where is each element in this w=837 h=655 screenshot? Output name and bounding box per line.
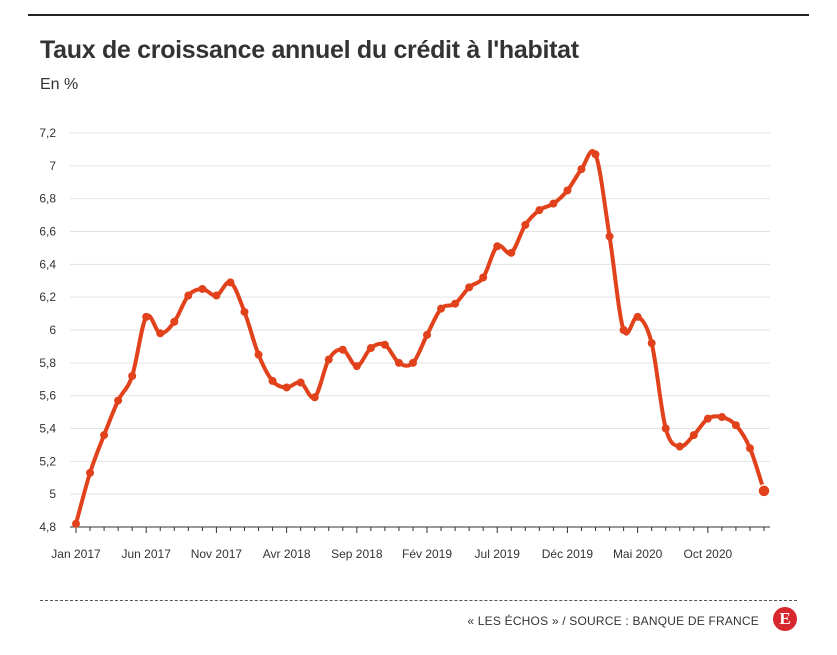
data-point	[310, 393, 319, 402]
data-point	[479, 273, 488, 282]
x-tick-label: Avr 2018	[263, 547, 311, 561]
grid-lines	[70, 132, 770, 495]
x-tick-label: Jul 2019	[475, 547, 521, 561]
y-tick-label: 5,2	[39, 454, 56, 468]
data-point	[731, 421, 740, 430]
data-point	[689, 431, 698, 440]
data-point	[100, 431, 109, 440]
y-tick-label: 6,6	[39, 225, 56, 239]
data-point	[521, 220, 530, 229]
data-point	[366, 344, 375, 353]
data-point	[282, 383, 291, 392]
data-point	[423, 330, 432, 339]
data-point	[142, 312, 151, 321]
data-point	[563, 186, 572, 195]
x-tick-label: Jun 2017	[122, 547, 172, 561]
y-tick-label: 6,4	[39, 257, 56, 271]
data-point	[128, 371, 137, 380]
data-point	[703, 414, 712, 423]
data-point	[451, 299, 460, 308]
data-point	[549, 199, 558, 208]
x-tick-label: Jan 2017	[51, 547, 101, 561]
line-chart: 4,8 5 5,2 5,4 5,6 5,8 6 6,2 6,4 6,6 6,8 7 7,2 Jan 20…	[39, 126, 771, 561]
data-point	[591, 150, 600, 159]
x-tick-label: Déc 2019	[542, 547, 594, 561]
data-point	[72, 519, 80, 528]
x-tick-label: Mai 2020	[613, 547, 663, 561]
data-point	[380, 340, 389, 349]
x-tick-label: Oct 2020	[683, 547, 732, 561]
y-tick-label: 5,8	[39, 356, 56, 370]
last-data-point	[757, 484, 771, 498]
data-point	[324, 355, 333, 364]
series-layer	[72, 149, 771, 528]
y-tick-label: 5,6	[39, 389, 56, 403]
y-tick-label: 7,2	[39, 126, 56, 140]
data-point	[605, 232, 614, 241]
data-point	[184, 291, 193, 300]
data-point	[745, 444, 754, 453]
y-tick-label: 4,8	[39, 520, 56, 534]
data-point	[86, 468, 95, 477]
data-point	[198, 284, 207, 293]
data-point	[535, 206, 544, 215]
data-point	[465, 283, 474, 292]
x-tick-label: Nov 2017	[191, 547, 243, 561]
data-point	[114, 396, 123, 405]
x-tick-label: Sep 2018	[331, 547, 383, 561]
data-point	[352, 362, 361, 371]
data-point	[254, 350, 263, 359]
les-echos-logo: E	[773, 607, 797, 631]
x-axis	[70, 526, 770, 533]
data-point	[633, 312, 642, 321]
data-point	[170, 317, 179, 326]
x-axis-ticks: Jan 2017 Jun 2017 Nov 2017 Avr 2018 Sep 2018…	[51, 547, 732, 561]
data-point	[212, 291, 221, 300]
y-tick-label: 7	[49, 159, 56, 173]
data-point	[240, 307, 249, 316]
data-point	[619, 326, 628, 334]
chart-subtitle: En %	[40, 76, 79, 93]
footer-divider	[40, 600, 797, 601]
data-point	[437, 304, 446, 313]
data-point	[675, 442, 684, 451]
data-point	[717, 413, 726, 422]
data-point	[661, 424, 670, 433]
y-tick-label: 6	[49, 323, 56, 337]
y-tick-label: 6,2	[39, 290, 56, 304]
data-point	[493, 242, 502, 251]
y-axis-ticks: 4,8 5 5,2 5,4 5,6 5,8 6 6,2 6,4 6,6 6,8 7 7,2	[39, 126, 56, 534]
x-tick-label: Fév 2019	[402, 547, 452, 561]
source-credit: « LES ÉCHOS » / SOURCE : BANQUE DE FRANC…	[467, 614, 759, 628]
data-point	[156, 329, 165, 338]
data-point	[394, 358, 403, 367]
series-line	[74, 149, 766, 526]
y-tick-label: 5,4	[39, 422, 56, 436]
chart-title: Taux de croissance annuel du crédit à l'…	[40, 36, 579, 64]
y-tick-label: 5	[49, 487, 56, 501]
top-rule	[28, 14, 809, 16]
data-point	[296, 378, 305, 387]
data-point	[507, 248, 516, 257]
y-tick-label: 6,8	[39, 192, 56, 206]
data-point	[268, 376, 277, 385]
data-point	[408, 358, 417, 367]
data-point	[338, 345, 347, 354]
data-point	[647, 339, 656, 348]
data-point	[226, 278, 235, 287]
data-point	[577, 165, 586, 174]
